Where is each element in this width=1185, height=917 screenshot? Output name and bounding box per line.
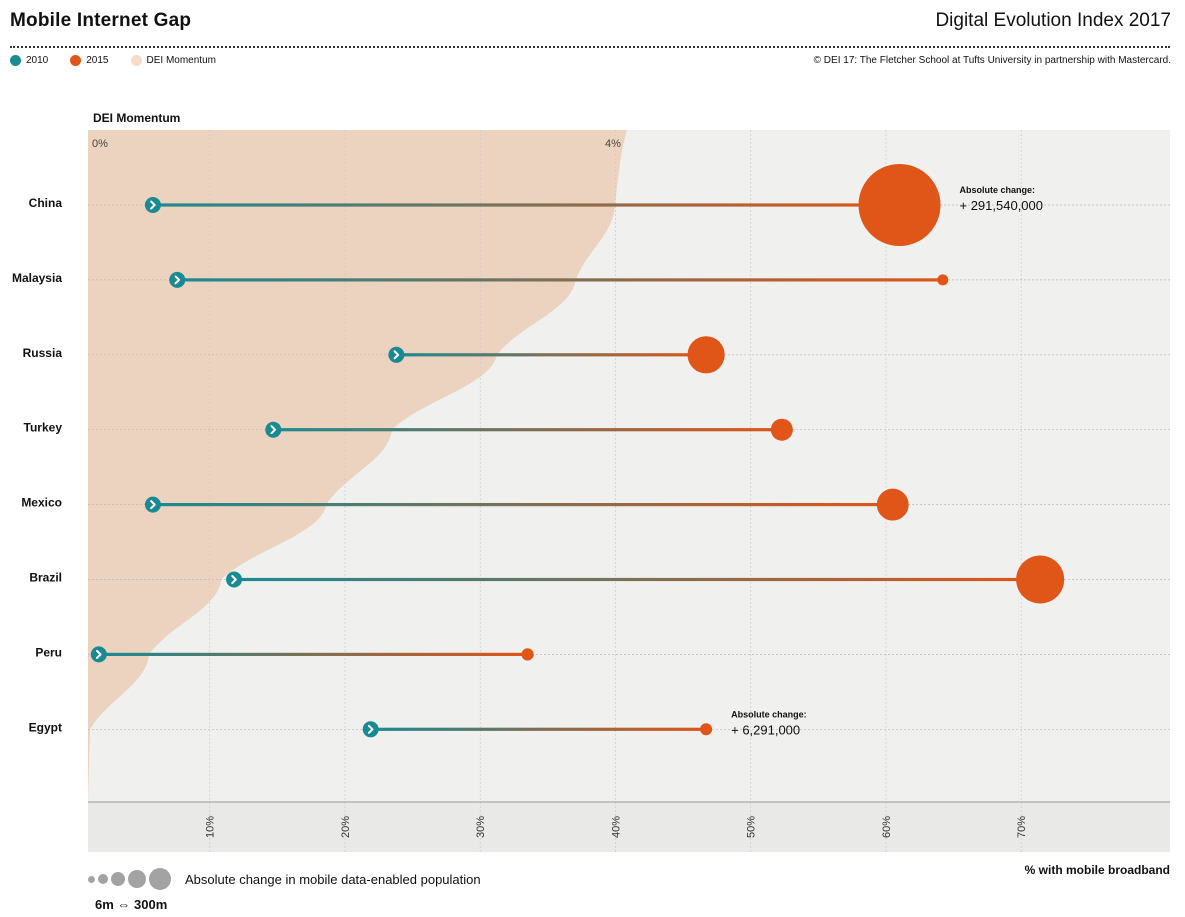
point-2015-peru: [521, 648, 534, 661]
country-label-peru: Peru: [35, 645, 62, 659]
legend-label-2015: 2015: [86, 55, 109, 66]
chevron-right-icon: [270, 425, 277, 435]
country-label-brazil: Brazil: [29, 571, 62, 585]
point-2015-china: [858, 164, 941, 246]
point-2015-brazil: [1016, 555, 1065, 604]
point-2015-russia: [687, 336, 725, 374]
point-2010-russia: [388, 346, 405, 363]
connector-turkey: [273, 428, 782, 432]
credit-text: © DEI 17: The Fletcher School at Tufts U…: [813, 55, 1171, 66]
chevron-right-icon: [174, 275, 181, 285]
size-bubble-xs: [88, 875, 95, 883]
point-2010-peru: [90, 646, 107, 663]
country-label-china: China: [29, 196, 63, 210]
size-legend-label: Absolute change in mobile data-enabled p…: [185, 871, 481, 887]
country-label-egypt: Egypt: [29, 720, 62, 734]
annotation-value-egypt: + 6,291,000: [731, 722, 800, 737]
momentum-tick-0: 0%: [92, 138, 108, 150]
legend-swatch-2015: [70, 55, 82, 66]
color-legend: 2010 2015 DEI Momentum: [10, 55, 230, 66]
point-2015-egypt: [700, 723, 713, 736]
x-tick-label-20%: 20%: [340, 816, 352, 838]
connector-egypt: [370, 727, 707, 731]
chevron-right-icon: [96, 649, 102, 659]
chevron-right-icon: [150, 500, 156, 510]
point-2010-malaysia: [169, 271, 186, 288]
size-bubble-m: [111, 872, 125, 886]
size-legend-range: 6m ⇔ 300m: [95, 897, 168, 912]
point-2010-brazil: [226, 571, 243, 588]
country-label-mexico: Mexico: [21, 496, 62, 510]
point-2010-turkey: [265, 421, 282, 438]
x-axis-label: % with mobile broadband: [1025, 863, 1170, 877]
index-title: Digital Evolution Index 2017: [935, 10, 1171, 31]
point-2010-mexico: [144, 496, 161, 513]
chevron-right-icon: [393, 350, 400, 360]
size-legend-bubbles: [88, 868, 171, 890]
chart-title: Mobile Internet Gap: [10, 10, 192, 31]
annotation-label-china: Absolute change:: [960, 185, 1036, 195]
connector-china: [152, 203, 900, 207]
point-2015-mexico: [876, 488, 909, 521]
country-label-russia: Russia: [23, 346, 63, 360]
legend-swatch-2010: [10, 55, 21, 66]
x-axis-band: [88, 802, 1170, 852]
connector-malaysia: [177, 278, 943, 282]
connector-peru: [98, 652, 528, 656]
country-label-malaysia: Malaysia: [12, 271, 62, 285]
x-tick-label-40%: 40%: [610, 816, 622, 838]
point-2010-china: [144, 197, 161, 213]
point-2015-turkey: [770, 418, 793, 441]
x-tick-label-70%: 70%: [1016, 816, 1028, 838]
annotation-value-china: + 291,540,000: [960, 198, 1044, 213]
momentum-area: [88, 130, 627, 802]
annotation-label-egypt: Absolute change:: [731, 709, 807, 719]
legend-item-momentum: DEI Momentum: [130, 55, 216, 66]
size-bubble-xl: [149, 868, 171, 890]
legend-item-2015: 2015: [70, 55, 109, 66]
chevron-right-icon: [231, 575, 237, 584]
connector-russia: [396, 353, 707, 357]
size-bubble-s: [98, 874, 108, 884]
x-tick-label-10%: 10%: [205, 816, 217, 838]
chevron-right-icon: [150, 200, 156, 210]
point-2015-malaysia: [937, 274, 949, 286]
x-tick-label-50%: 50%: [746, 816, 758, 838]
x-tick-label-60%: 60%: [881, 816, 893, 838]
size-bubble-l: [128, 870, 146, 888]
legend-label-2010: 2010: [26, 55, 49, 66]
legend-item-2010: 2010: [10, 55, 48, 66]
header-divider: [10, 46, 1170, 48]
size-legend: Absolute change in mobile data-enabled p…: [88, 868, 481, 890]
legend-label-momentum: DEI Momentum: [146, 55, 216, 66]
momentum-tick-4: 4%: [605, 138, 621, 150]
country-label-turkey: Turkey: [24, 421, 63, 435]
chevron-right-icon: [367, 724, 374, 734]
x-tick-label-30%: 30%: [475, 816, 487, 838]
momentum-axis-label: DEI Momentum: [93, 111, 180, 125]
legend-swatch-momentum: [130, 55, 142, 66]
point-2010-egypt: [362, 721, 379, 738]
connector-brazil: [234, 577, 1041, 582]
connector-mexico: [152, 503, 893, 507]
